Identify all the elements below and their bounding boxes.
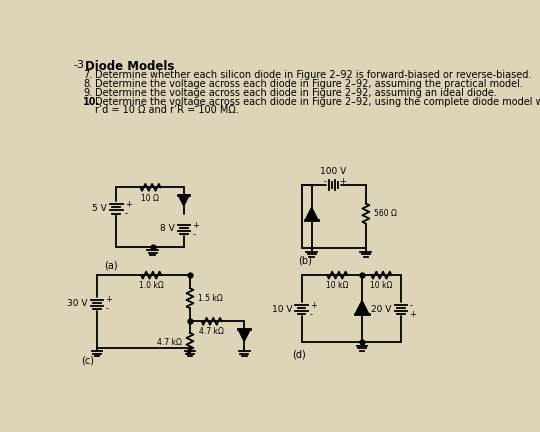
Text: +: + bbox=[339, 178, 346, 187]
Text: 8.: 8. bbox=[83, 79, 92, 89]
Text: (d): (d) bbox=[292, 350, 306, 360]
Text: Determine the voltage across each diode in Figure 2–92, using the complete diode: Determine the voltage across each diode … bbox=[96, 97, 540, 107]
Text: -: - bbox=[324, 178, 327, 187]
Text: 1.0 kΩ: 1.0 kΩ bbox=[139, 281, 164, 290]
Text: 10 Ω: 10 Ω bbox=[141, 194, 159, 203]
Text: r’d = 10 Ω and r’R = 100 MΩ.: r’d = 10 Ω and r’R = 100 MΩ. bbox=[96, 105, 239, 115]
Text: 7.: 7. bbox=[83, 70, 92, 80]
Text: 4.7 kΩ: 4.7 kΩ bbox=[157, 338, 182, 347]
Text: Diode Models: Diode Models bbox=[85, 60, 174, 73]
Text: -: - bbox=[105, 305, 109, 314]
Text: -: - bbox=[310, 310, 313, 319]
Polygon shape bbox=[238, 329, 251, 341]
Text: 1.5 kΩ: 1.5 kΩ bbox=[198, 294, 222, 303]
Text: Determine whether each silicon diode in Figure 2–92 is forward-biased or reverse: Determine whether each silicon diode in … bbox=[96, 70, 532, 80]
Polygon shape bbox=[355, 301, 369, 314]
Text: -: - bbox=[192, 230, 195, 239]
Text: 20 V: 20 V bbox=[371, 305, 392, 314]
Text: 100 V: 100 V bbox=[320, 167, 347, 176]
Text: +: + bbox=[409, 310, 416, 319]
Text: 10 V: 10 V bbox=[272, 305, 292, 314]
Text: +: + bbox=[310, 301, 317, 310]
Text: 10.: 10. bbox=[83, 97, 100, 107]
Text: 30 V: 30 V bbox=[67, 299, 87, 308]
Text: -: - bbox=[125, 209, 128, 218]
Text: 5 V: 5 V bbox=[92, 203, 107, 213]
Text: (c): (c) bbox=[82, 355, 94, 365]
Text: +: + bbox=[125, 200, 132, 209]
Text: Determine the voltage across each diode in Figure 2–92, assuming the practical m: Determine the voltage across each diode … bbox=[96, 79, 523, 89]
Text: 4.7 kΩ: 4.7 kΩ bbox=[199, 327, 224, 337]
Polygon shape bbox=[306, 207, 318, 220]
Text: +: + bbox=[192, 221, 199, 229]
Text: 9.: 9. bbox=[83, 88, 92, 98]
Text: 10 kΩ: 10 kΩ bbox=[370, 281, 393, 290]
Polygon shape bbox=[178, 195, 189, 206]
Text: +: + bbox=[105, 295, 112, 304]
Text: -3: -3 bbox=[73, 60, 85, 70]
Text: (a): (a) bbox=[104, 260, 118, 270]
Text: 8 V: 8 V bbox=[160, 225, 174, 233]
Text: -: - bbox=[409, 301, 412, 310]
Text: Determine the voltage across each diode in Figure 2–92, assuming an ideal diode.: Determine the voltage across each diode … bbox=[96, 88, 497, 98]
Text: (b): (b) bbox=[298, 256, 312, 266]
Text: 10 kΩ: 10 kΩ bbox=[326, 281, 348, 290]
Text: 560 Ω: 560 Ω bbox=[374, 209, 396, 218]
